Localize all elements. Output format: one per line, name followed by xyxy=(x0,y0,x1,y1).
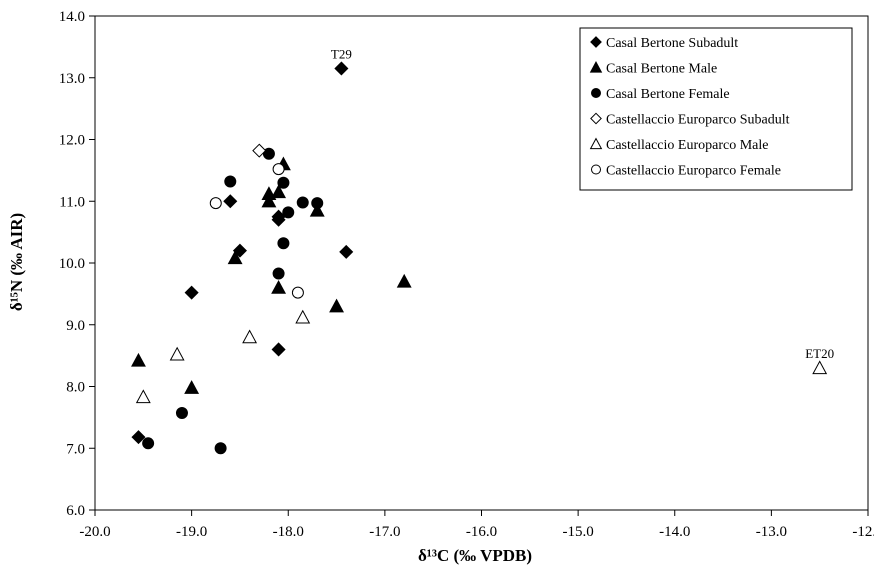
x-axis: -20.0 -19.0 -18.0 -17.0 -16.0 -15.0 -14.0 -13.0… xyxy=(79,510,874,540)
x-axis-label: δ¹³C (‰ VPDB) xyxy=(418,546,532,565)
series-casal-bertone-subadult xyxy=(131,61,354,445)
x-tick-label: -16.0 xyxy=(466,524,497,540)
annotation-label: ET20 xyxy=(805,346,834,361)
y-tick-label: 7.0 xyxy=(66,441,85,457)
legend-label: Castellaccio Europarco Male xyxy=(606,138,768,153)
data-point xyxy=(142,437,155,450)
data-point xyxy=(175,407,188,420)
x-tick-label: -19.0 xyxy=(176,524,207,540)
data-point xyxy=(131,430,146,445)
legend-label: Casal Bertone Female xyxy=(606,87,730,102)
x-tick-label: -18.0 xyxy=(273,524,304,540)
series-casal-bertone-female xyxy=(142,147,324,455)
y-tick-label: 14.0 xyxy=(59,9,85,25)
legend-marker xyxy=(590,36,602,48)
data-point xyxy=(272,267,285,280)
data-point xyxy=(224,175,237,188)
legend-label: Castellaccio Europarco Female xyxy=(606,164,781,179)
y-tick-label: 12.0 xyxy=(59,133,85,149)
data-point xyxy=(271,342,286,357)
data-point xyxy=(223,194,238,209)
annotation-label: T29 xyxy=(331,46,352,61)
y-tick-label: 6.0 xyxy=(66,503,85,519)
x-tick-label: -13.0 xyxy=(756,524,787,540)
data-point xyxy=(227,250,243,265)
y-tick-label: 11.0 xyxy=(59,194,85,210)
data-point xyxy=(184,285,199,300)
data-point xyxy=(309,202,325,217)
data-point xyxy=(214,442,227,455)
series-castellaccio-europarco-female xyxy=(209,163,304,299)
legend-marker xyxy=(591,88,601,98)
legend-label: Casal Bertone Subadult xyxy=(606,36,738,51)
y-tick-label: 8.0 xyxy=(66,380,85,396)
x-tick-label: -20.0 xyxy=(79,524,110,540)
y-axis: 6.0 7.0 8.0 9.0 10.0 11.0 12.0 13.0 14.0 xyxy=(59,9,95,519)
data-point xyxy=(271,212,286,227)
data-point xyxy=(291,286,304,299)
legend: Casal Bertone Subadult Casal Bertone Male… xyxy=(579,27,853,191)
legend-marker xyxy=(591,164,601,175)
data-point xyxy=(334,61,349,76)
data-point xyxy=(277,176,290,189)
data-point xyxy=(271,184,287,199)
x-tick-label: -15.0 xyxy=(563,524,594,540)
x-tick-label: -12.0 xyxy=(852,524,874,540)
data-point xyxy=(277,237,290,250)
data-point xyxy=(131,352,146,367)
x-tick-label: -17.0 xyxy=(369,524,400,540)
data-point xyxy=(282,206,295,219)
data-point xyxy=(272,163,285,176)
series-castellaccio-europarco-subadult xyxy=(252,143,267,158)
data-point xyxy=(252,143,267,158)
data-point xyxy=(311,197,324,210)
data-point xyxy=(296,196,309,209)
x-tick-label: -14.0 xyxy=(659,524,690,540)
data-point xyxy=(271,280,287,294)
y-tick-label: 9.0 xyxy=(66,318,85,334)
annotations: T29 ET20 xyxy=(331,46,834,360)
y-axis-label: δ¹⁵N (‰ AIR) xyxy=(7,213,26,311)
y-tick-label: 13.0 xyxy=(59,71,85,87)
legend-label: Casal Bertone Male xyxy=(606,62,717,77)
data-point xyxy=(232,243,247,258)
legend-marker xyxy=(589,61,603,73)
legend-box xyxy=(579,27,853,191)
data-point xyxy=(812,360,828,375)
y-tick-label: 10.0 xyxy=(59,256,85,272)
data-points xyxy=(131,61,828,455)
data-point xyxy=(135,389,151,404)
data-point xyxy=(262,147,275,160)
data-point xyxy=(261,193,277,208)
data-point xyxy=(329,298,345,313)
legend-label: Castellaccio Europarco Subadult xyxy=(606,113,790,128)
data-point xyxy=(295,309,311,324)
data-point xyxy=(184,380,200,394)
series-casal-bertone-male xyxy=(131,156,412,394)
data-point xyxy=(339,244,354,259)
series-castellaccio-europarco-male xyxy=(135,309,828,404)
data-point xyxy=(396,273,412,288)
legend-marker xyxy=(589,137,603,150)
data-point xyxy=(209,197,222,210)
legend-marker xyxy=(590,112,602,125)
data-point xyxy=(169,346,185,361)
data-point xyxy=(242,329,258,344)
